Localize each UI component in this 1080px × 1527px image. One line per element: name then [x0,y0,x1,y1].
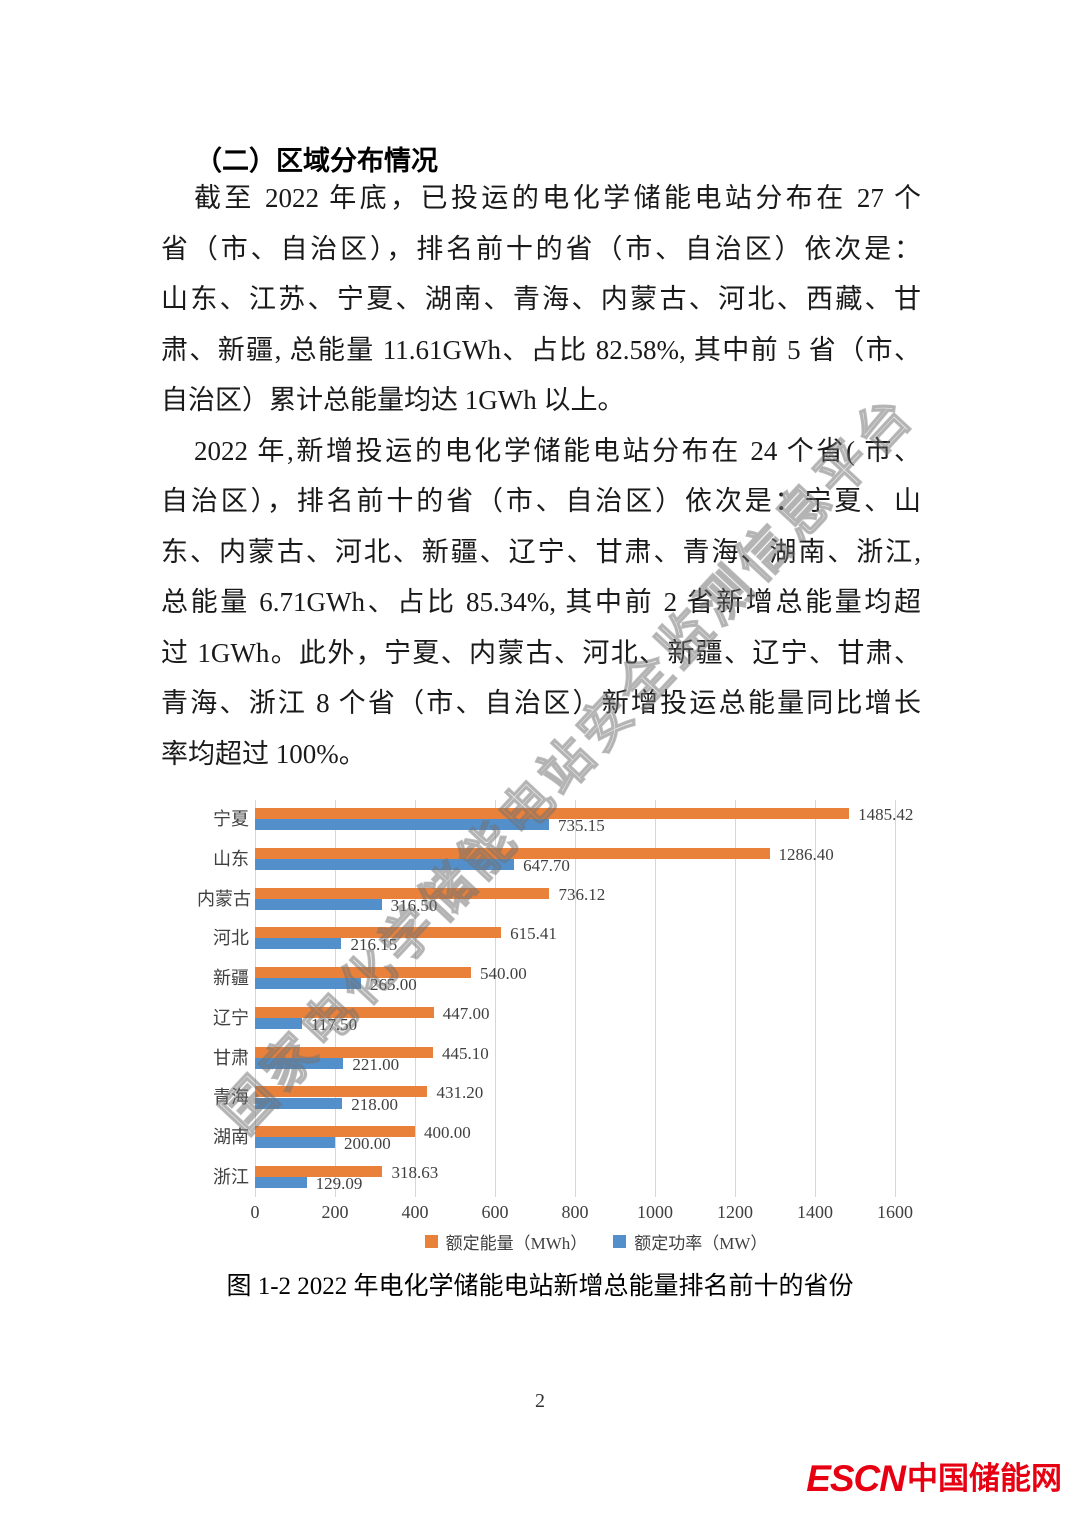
bar-value-label: 221.00 [352,1054,400,1074]
section-heading: （二）区域分布情况 [195,146,438,176]
x-tick-label: 800 [561,1202,589,1222]
category-label: 新疆 [213,968,249,989]
page-number: 2 [535,1390,545,1412]
bar-value-label: 445.10 [442,1043,489,1063]
category-label: 辽宁 [213,1007,249,1028]
gridline [335,800,336,1197]
bar-value-label: 735.15 [558,816,605,836]
text-line: 山东、江苏、宁夏、湖南、青海、内蒙古、河北、西藏、甘 [161,284,921,314]
power-bar [255,978,361,990]
legend-label: 额定能量（MWh） [445,1234,588,1253]
gridline [735,800,736,1197]
text-line: 肃、新疆, 总能量 11.61GWh、占比 82.58%, 其中前 5 省（市、 [161,334,921,365]
bar-chart: 宁夏 1485.42 735.15 山东 1286.40 647.70 内蒙古 736.12 3… [197,800,937,1262]
category-label: 宁夏 [213,809,249,829]
bar-value-label: 615.41 [510,924,557,944]
x-tick-label: 1600 [877,1202,913,1222]
legend-item: 额定功率（MW） [613,1229,767,1254]
category-label: 青海 [213,1087,249,1108]
text-line: 率均超过 100%。 [161,738,366,769]
bar-value-label: 736.12 [558,884,606,904]
power-bar [255,898,382,910]
legend-item: 额定能量（MWh） [424,1229,588,1254]
body-text: 截至 2022 年底，已投运的电化学储能电站分布在 27 个 省（市、自治区），… [161,173,921,779]
bar-value-label: 200.00 [344,1134,391,1154]
bar-value-label: 216.15 [350,935,398,955]
gridline [655,800,656,1197]
energy-bar [255,1006,434,1018]
energy-bar [255,847,770,859]
power-bar [255,1137,335,1149]
text-line: 省（市、自治区），排名前十的省（市、自治区）依次是： [161,233,921,264]
legend-label: 额定功率（MW） [634,1234,768,1253]
legend-swatch [613,1235,627,1248]
power-bar [255,1177,307,1189]
chart-x-axis: 0 200 400 600 800 1000 1200 1400 1600 [197,1197,937,1223]
gridline [815,800,816,1197]
x-tick-label: 400 [401,1202,429,1222]
bar-value-label: 647.70 [523,855,570,875]
x-tick-label: 600 [481,1202,509,1222]
text-line: 总能量 6.71GWh、占比 85.34%, 其中前 2 省新增总能量均超 [161,587,921,617]
bar-value-label: 318.63 [391,1162,439,1182]
power-bar [255,858,515,870]
x-tick-label: 200 [321,1202,349,1222]
text-line: 截至 2022 年底，已投运的电化学储能电站分布在 27 个 [194,183,921,213]
energy-bar [255,1165,383,1177]
x-tick-label: 1400 [797,1202,833,1222]
energy-bar [255,1126,415,1138]
text-line: 东、内蒙古、河北、新疆、辽宁、甘肃、青海、湖南、浙江, [161,536,921,567]
gridline [255,800,256,1197]
category-label: 河北 [213,928,249,949]
figure-caption: 图 1-2 2022 年电化学储能电站新增总能量排名前十的省份 [226,1273,854,1300]
bar-value-label: 218.00 [351,1094,398,1114]
power-bar [255,1018,302,1029]
text-line: 过 1GWh。此外，宁夏、内蒙古、河北、新疆、辽宁、甘肃、 [161,637,921,668]
bar-value-label: 1286.40 [778,844,834,864]
energy-bar [255,1086,428,1098]
text-line: 2022 年,新增投运的电化学储能电站分布在 24 个省( 市、 [194,435,921,466]
energy-bar [255,887,550,899]
gridline [895,800,896,1197]
power-bar [255,1057,344,1069]
x-tick-label: 1200 [717,1202,753,1222]
bar-value-label: 447.00 [442,1003,490,1023]
chart-legend: 额定能量（MWh） 额定功率（MW） [197,1229,937,1254]
escn-logo: ESCN 中国储能网 [806,1460,1062,1497]
power-bar [255,1097,343,1109]
x-tick-label: 0 [250,1202,260,1222]
gridline [415,800,416,1197]
gridline [575,800,576,1197]
bar-value-label: 117.50 [311,1015,358,1034]
text-line: 青海、浙江 8 个省（市、自治区）新增投运总能量同比增长 [161,688,921,718]
bar-value-label: 400.00 [424,1123,471,1143]
category-label: 浙江 [213,1166,249,1187]
text-line: 自治区）累计总能量均达 1GWh 以上。 [161,385,625,415]
gridline [495,800,496,1197]
bar-value-label: 1485.42 [858,805,914,824]
category-label: 湖南 [213,1127,249,1148]
text-line: 自治区），排名前十的省（市、自治区）依次是：宁夏、山 [161,486,921,516]
escn-logo-latin: ESCN [806,1458,906,1499]
bar-value-label: 316.50 [390,895,438,915]
bar-value-label: 129.09 [315,1174,363,1194]
energy-bar [255,967,471,979]
chart-plot-area: 宁夏 1485.42 735.15 山东 1286.40 647.70 内蒙古 736.12 3… [197,800,937,1197]
power-bar [255,819,550,831]
escn-logo-chinese: 中国储能网 [907,1461,1062,1496]
x-tick-label: 1000 [637,1202,673,1222]
category-label: 内蒙古 [197,888,251,909]
bar-value-label: 540.00 [480,964,527,984]
energy-bar [255,1046,434,1058]
power-bar [255,938,342,950]
bar-value-label: 431.20 [436,1083,484,1103]
category-label: 甘肃 [213,1047,249,1068]
category-label: 山东 [213,848,249,869]
bar-value-label: 265.00 [370,975,417,995]
energy-bar [255,808,850,819]
energy-bar [255,927,502,939]
legend-swatch [424,1235,438,1248]
